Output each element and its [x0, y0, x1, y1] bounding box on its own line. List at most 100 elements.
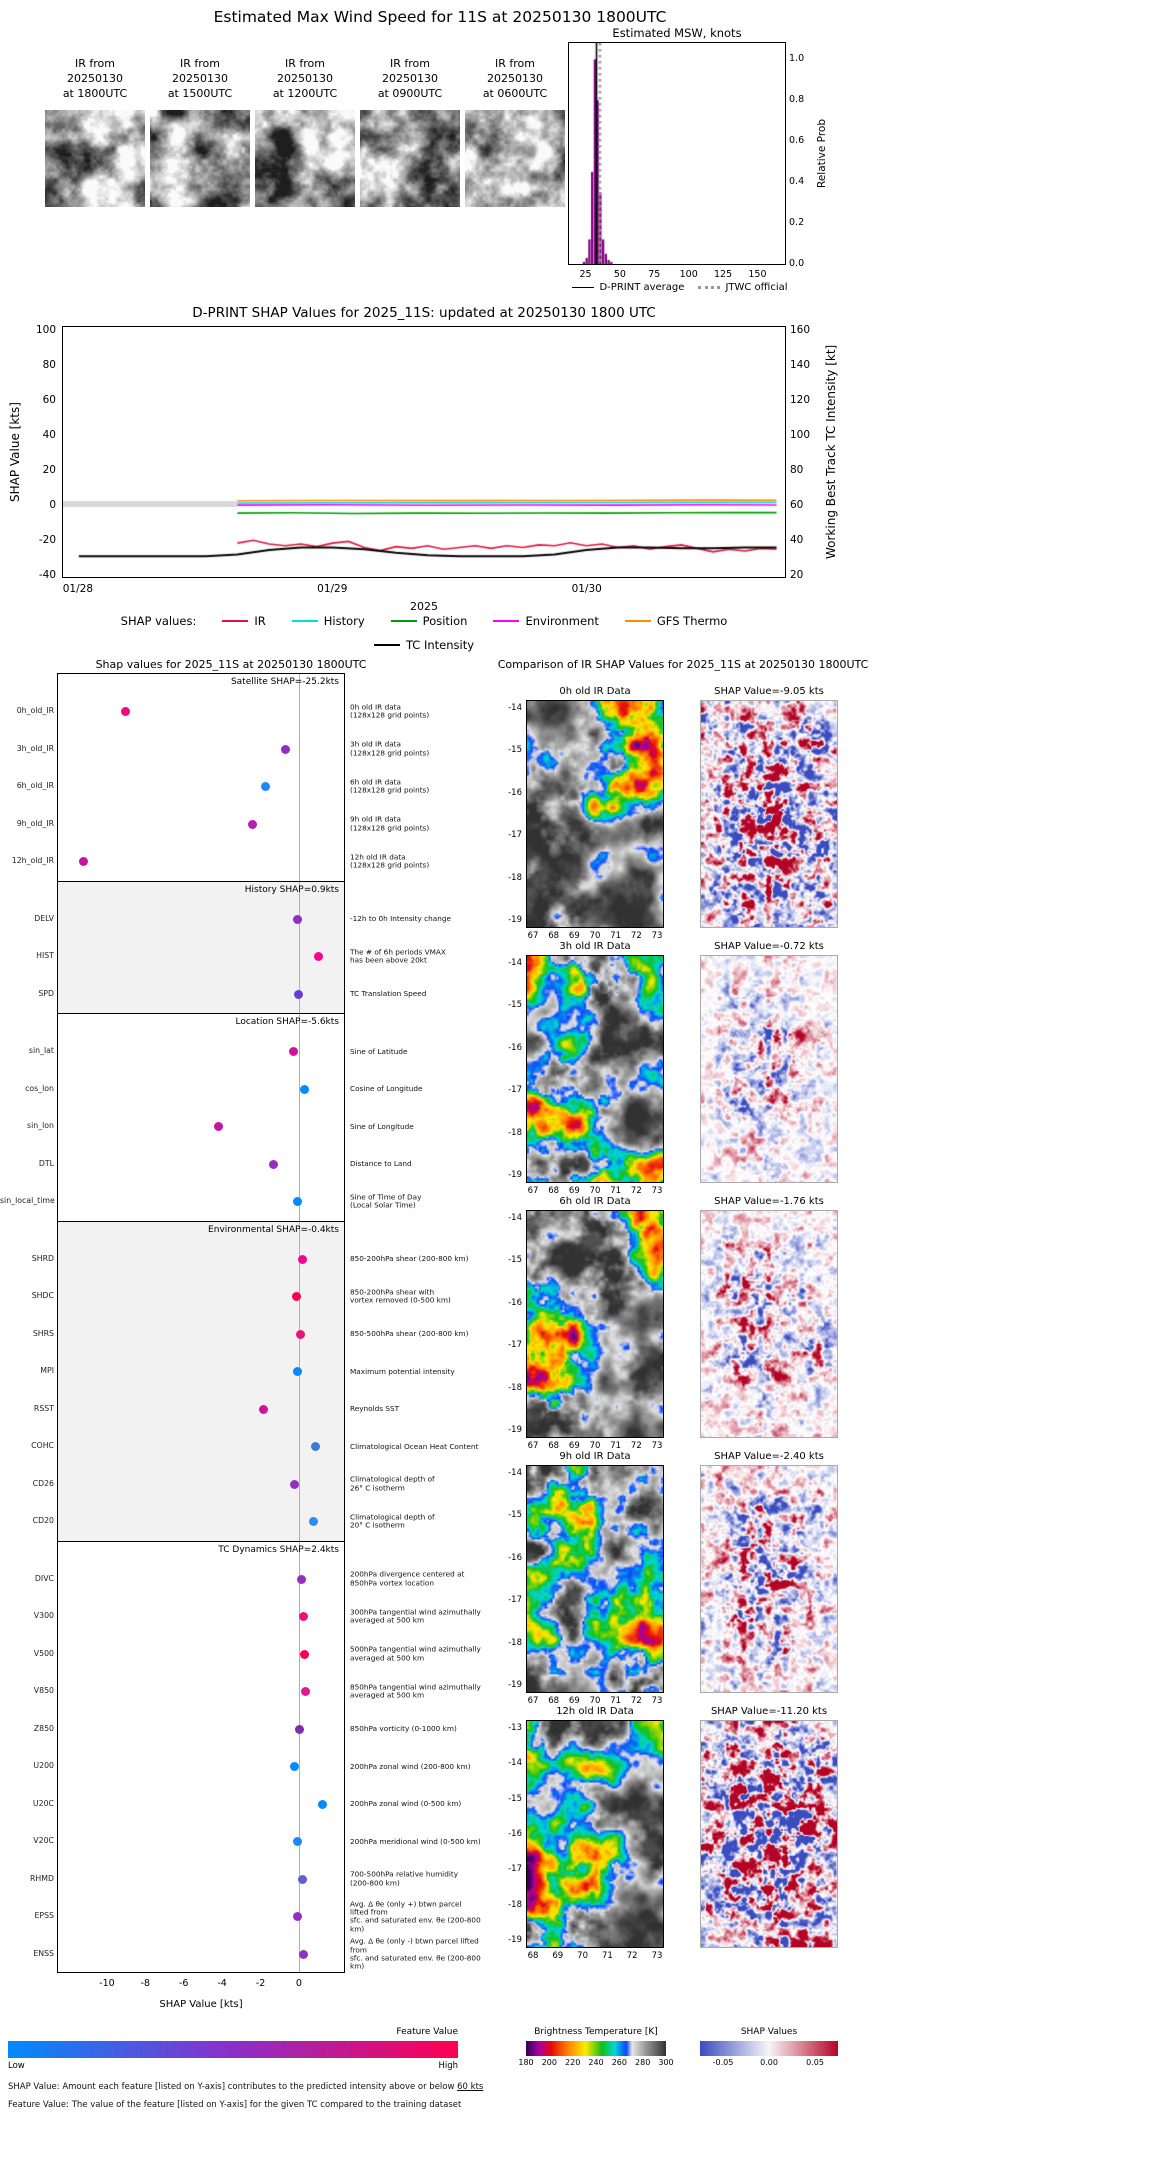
- shap-dot-12h_old_IR: [79, 857, 89, 867]
- legend-line-swatch: [291, 620, 318, 622]
- cmp-ytick-1--14: -14: [508, 958, 522, 968]
- shap-feature-desc-DTL: Distance to Land: [350, 1159, 412, 1169]
- cmp-ir-canvas-3: [526, 1465, 664, 1693]
- shap-feature-desc-U200: 200hPa zonal wind (200-800 km): [350, 1761, 471, 1771]
- bt-cbar-tick-200: 200: [541, 2058, 557, 2067]
- shap-section-divider-2: [57, 1013, 345, 1014]
- ir-thumb-canvas-3: [360, 110, 460, 207]
- ir-comparison-title: Comparison of IR SHAP Values for 2025_11…: [497, 658, 869, 671]
- shap-feature-desc-U20C: 200hPa zonal wind (0-500 km): [350, 1799, 462, 1809]
- shap-feature-desc-V300: 300hPa tangential wind azimuthally avera…: [350, 1607, 481, 1625]
- cmp-xtick-2-72: 72: [630, 1441, 642, 1451]
- shap-feature-desc-Z850: 850hPa vorticity (0-1000 km): [350, 1724, 457, 1734]
- shap-feature-label-ENSS: ENSS: [33, 1948, 54, 1958]
- shap-dot-COHC: [310, 1442, 320, 1452]
- shap-feature-label-CD26: CD26: [32, 1478, 54, 1488]
- ir-thumb-caption-3: IR from 20250130 at 0900UTC: [377, 57, 443, 100]
- shap-feature-desc-HIST: The # of 6h periods VMAX has been above …: [350, 947, 446, 965]
- shap-dot-cos_lon: [300, 1084, 310, 1094]
- cmp-ytick-4--16: -16: [508, 1829, 522, 1839]
- legend-item-position: Position: [390, 614, 468, 628]
- cmp-ir-map-title-1: 3h old IR Data: [559, 941, 631, 952]
- legend-item-environment: Environment: [493, 614, 599, 628]
- ts-xtick-01/30: 01/30: [571, 583, 602, 595]
- ts-ytick-left-40: 40: [42, 428, 56, 441]
- ir-thumb-caption-2: IR from 20250130 at 1200UTC: [272, 57, 338, 100]
- shap-feature-desc-EPSS: Avg. Δ θe (only +) btwn parcel lifted fr…: [350, 1899, 481, 1934]
- timeseries-ylabel-right: Working Best Track TC Intensity [kt]: [824, 344, 838, 560]
- histogram-ytick-0.8: 0.8: [789, 94, 805, 106]
- cmp-xtick-1-69: 69: [568, 1186, 580, 1196]
- shap-feature-label-0h_old_IR: 0h_old_IR: [16, 706, 54, 716]
- cmp-ir-map-title-3: 9h old IR Data: [559, 1451, 631, 1462]
- shap-section-header-3: Environmental SHAP=-0.4kts: [208, 1224, 339, 1235]
- cmp-xtick-1-73: 73: [651, 1186, 663, 1196]
- bt-cbar-tick-220: 220: [565, 2058, 581, 2067]
- bt-cbar-tick-260: 260: [611, 2058, 627, 2067]
- ir-thumb-caption-0: IR from 20250130 at 1800UTC: [62, 57, 128, 100]
- cmp-ytick-3--18: -18: [508, 1637, 522, 1648]
- cmp-shap-map-title-4: SHAP Value=-11.20 kts: [710, 1706, 828, 1717]
- shap-feature-label-COHC: COHC: [31, 1441, 54, 1451]
- cmp-ytick-1--17: -17: [508, 1085, 522, 1096]
- cmp-ir-canvas-2: [526, 1210, 664, 1438]
- shap-feature-desc-6h_old_IR: 6h old IR data (128x128 grid points): [350, 777, 430, 795]
- shap-feature-desc-9h_old_IR: 9h old IR data (128x128 grid points): [350, 814, 430, 833]
- cmp-xtick-3-72: 72: [630, 1696, 642, 1706]
- shap-feature-label-RHMD: RHMD: [29, 1873, 54, 1883]
- legend-label: Position: [422, 614, 468, 628]
- cmp-ytick-0--19: -19: [508, 915, 522, 925]
- shap-dot-MPI: [293, 1367, 303, 1377]
- shap-feature-label-EPSS: EPSS: [34, 1911, 54, 1921]
- ts-ytick-right-20: 20: [790, 568, 804, 581]
- legend-line-swatch: [624, 620, 651, 622]
- cmp-xtick-4-70: 70: [577, 1951, 588, 1961]
- cmp-xtick-0-72: 72: [630, 931, 642, 941]
- cmp-ytick-2--19: -19: [508, 1425, 522, 1435]
- cmp-ytick-0--15: -15: [508, 745, 522, 756]
- cmp-ytick-3--15: -15: [508, 1510, 522, 1521]
- cmp-xtick-2-70: 70: [589, 1441, 601, 1451]
- shap-section-divider-3: [57, 1220, 345, 1222]
- cmp-xtick-3-68: 68: [548, 1696, 560, 1706]
- cmp-xtick-1-71: 71: [610, 1186, 622, 1196]
- cmp-xtick-3-67: 67: [527, 1696, 539, 1706]
- shap-dot-sin_local_time: [292, 1197, 302, 1207]
- cmp-shap-canvas-1: [700, 955, 838, 1183]
- timeseries-legend-row2: TC Intensity: [62, 638, 786, 652]
- shap-dot-HIST: [313, 952, 323, 962]
- ts-xtick-01/28: 01/28: [62, 583, 94, 595]
- shap-section-header-4: TC Dynamics SHAP=2.4kts: [218, 1544, 339, 1555]
- cmp-ir-canvas-1: [526, 955, 664, 1183]
- cmp-ytick-4--15: -15: [508, 1793, 522, 1804]
- legend-item-history: History: [291, 614, 365, 628]
- cmp-xtick-3-73: 73: [651, 1696, 663, 1706]
- cmp-shap-canvas-0: [700, 700, 838, 928]
- cmp-ytick-4--17: -17: [508, 1864, 522, 1875]
- cmp-ytick-4--13: -13: [508, 1723, 522, 1733]
- dprint-average-line-swatch: [572, 287, 595, 288]
- shap-feature-desc-MPI: Maximum potential intensity: [350, 1366, 455, 1376]
- legend-item-ir: IR: [222, 614, 266, 628]
- shap-feature-label-sin_lat: sin_lat: [28, 1046, 54, 1056]
- shap-dot-RHMD: [298, 1874, 308, 1884]
- cmp-xtick-4-73: 73: [651, 1951, 663, 1961]
- shap-cbar-tick-0.00: 0.00: [760, 2058, 778, 2067]
- shap-feature-label-SPD: SPD: [38, 988, 54, 998]
- cmp-ytick-3--19: -19: [508, 1680, 522, 1690]
- ts-ytick-left-0: 0: [49, 498, 56, 511]
- bt-cbar-tick-280: 280: [635, 2058, 651, 2067]
- legend-label: IR: [254, 614, 266, 628]
- cmp-ytick-3--16: -16: [508, 1552, 522, 1563]
- shap-dot-SHRD: [298, 1254, 308, 1264]
- legend-line-swatch: [373, 644, 400, 646]
- timeseries-xlabel: 2025: [410, 600, 438, 613]
- cmp-xtick-0-71: 71: [610, 931, 622, 941]
- timeseries-plot-frame: [62, 326, 786, 578]
- cmp-ytick-4--14: -14: [508, 1758, 522, 1769]
- cmp-ytick-2--14: -14: [508, 1213, 522, 1223]
- cmp-ytick-2--18: -18: [508, 1382, 522, 1393]
- cmp-xtick-1-68: 68: [548, 1186, 560, 1196]
- shap-feature-desc-SPD: TC Translation Speed: [350, 989, 427, 999]
- legend-item-gfs-thermo: GFS Thermo: [624, 614, 727, 628]
